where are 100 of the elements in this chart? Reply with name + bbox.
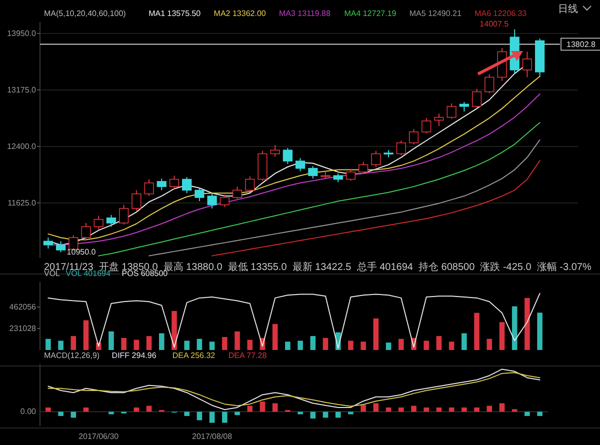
candlestick xyxy=(446,102,456,120)
y-tick-label: 462056 xyxy=(9,302,37,312)
bar xyxy=(360,342,366,350)
candlestick xyxy=(434,113,444,127)
bar xyxy=(58,412,64,416)
bar xyxy=(58,340,64,350)
bar xyxy=(70,336,76,350)
bar xyxy=(209,342,215,350)
legend-title: VOL xyxy=(44,269,61,278)
candlestick xyxy=(358,161,368,174)
candlestick xyxy=(396,140,406,156)
bar xyxy=(486,338,492,350)
bar xyxy=(158,333,164,350)
bar xyxy=(373,403,379,412)
bar xyxy=(474,407,480,412)
text: MA3 13119.88 xyxy=(279,9,331,18)
candlestick xyxy=(371,150,381,168)
bar xyxy=(348,340,354,350)
text: DEA 77.28 xyxy=(228,351,268,360)
candlestick xyxy=(459,102,469,112)
bar xyxy=(360,404,366,412)
bar xyxy=(424,407,430,412)
candlestick xyxy=(472,88,482,108)
text: MA1 13575.50 xyxy=(148,9,202,18)
candlestick xyxy=(422,118,432,134)
bar xyxy=(537,412,542,416)
candlestick xyxy=(182,176,192,194)
bar xyxy=(196,338,202,350)
bar xyxy=(386,342,392,350)
bar xyxy=(247,340,253,350)
text: MA2 13362.00 xyxy=(214,9,266,18)
candlestick xyxy=(295,158,306,172)
bar xyxy=(70,412,76,418)
bar xyxy=(184,340,190,350)
candlestick xyxy=(282,147,293,164)
bar xyxy=(373,318,379,350)
candlestick xyxy=(56,240,66,253)
text: 0.00 xyxy=(20,407,37,416)
bar xyxy=(222,336,228,350)
bar xyxy=(234,412,240,416)
candlestick xyxy=(308,166,318,180)
candlestick xyxy=(119,204,129,225)
bar xyxy=(298,340,303,350)
text: MA4 12727.19 xyxy=(344,9,397,18)
text: MA5 12490.21 xyxy=(409,9,462,18)
line-series xyxy=(148,139,540,256)
candlestick xyxy=(194,188,204,202)
bar xyxy=(209,412,215,423)
candlestick xyxy=(132,190,142,212)
bar xyxy=(46,407,51,412)
text: DEA 256.32 xyxy=(172,351,216,360)
candlestick xyxy=(232,186,242,200)
x-tick-label: 2017/06/30 xyxy=(78,432,120,441)
candlestick xyxy=(156,178,166,191)
y-tick-label: 13950.0 xyxy=(7,28,37,38)
bar xyxy=(499,403,505,412)
bar xyxy=(448,342,454,350)
bar xyxy=(398,338,404,350)
candlestick xyxy=(207,193,217,209)
candlestick xyxy=(81,222,91,240)
candlestick xyxy=(408,128,419,145)
candlestick xyxy=(220,194,230,208)
y-tick-label: 12400.0 xyxy=(7,142,37,151)
bar xyxy=(499,322,505,350)
bar xyxy=(537,312,542,350)
bar xyxy=(424,340,430,350)
candlestick xyxy=(94,215,104,230)
ref-line-label: 13802.8 xyxy=(566,40,596,49)
bar xyxy=(436,336,442,350)
bar xyxy=(348,412,354,414)
legend-title: MA(5,10,20,40,60,100) xyxy=(44,9,126,18)
candlestick xyxy=(169,175,180,190)
bar xyxy=(83,320,89,350)
bar xyxy=(247,406,253,412)
text: DIFF 294.96 xyxy=(112,351,157,360)
line-series xyxy=(48,292,540,349)
line-series xyxy=(98,122,540,256)
bar xyxy=(272,324,278,350)
bar xyxy=(512,409,518,412)
bar xyxy=(398,407,404,412)
annotation: 10950.0 xyxy=(66,248,96,257)
candlestick xyxy=(484,74,494,94)
candlestick xyxy=(270,144,280,158)
y-tick-label: 11625.0 xyxy=(8,198,37,208)
bar xyxy=(411,406,416,412)
text: 日线 xyxy=(558,3,578,15)
candlestick xyxy=(346,168,356,182)
bar xyxy=(486,406,492,412)
bar xyxy=(322,338,328,350)
bar xyxy=(310,336,316,350)
bar xyxy=(524,298,530,350)
line-series xyxy=(212,160,540,256)
text: MA6 12206.33 xyxy=(474,9,528,18)
bar xyxy=(335,412,341,418)
bar xyxy=(184,412,190,416)
bar xyxy=(121,338,126,350)
legend-title: MACD(12,26,9) xyxy=(44,351,100,360)
bar xyxy=(108,331,114,350)
bar xyxy=(285,342,290,350)
bar xyxy=(462,407,467,412)
